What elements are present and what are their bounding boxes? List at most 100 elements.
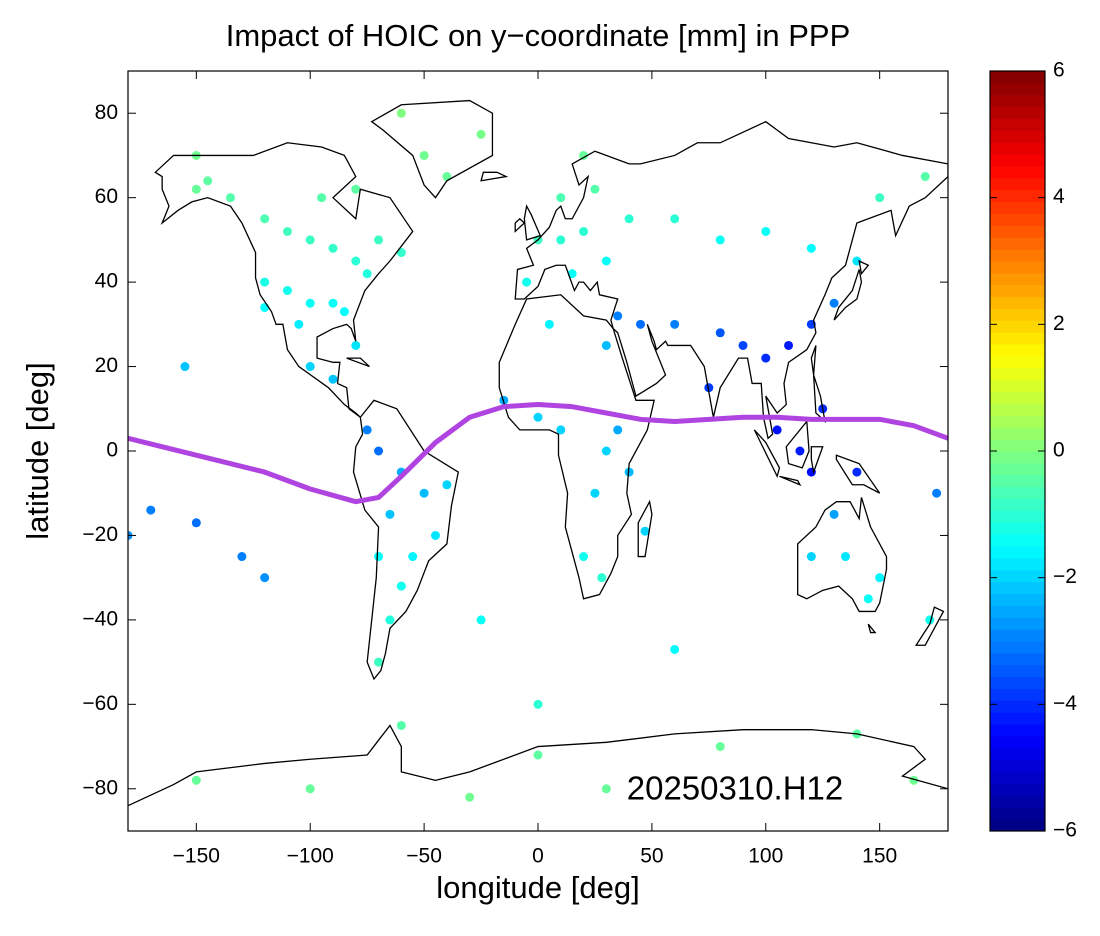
colorbar-swatch <box>990 177 1045 191</box>
colorbar-swatch <box>990 344 1045 357</box>
station-point <box>715 742 725 752</box>
colorbar-swatch <box>990 771 1045 784</box>
colorbar-swatch <box>990 712 1045 725</box>
colorbar-swatch <box>990 688 1045 701</box>
colorbar-swatch <box>990 367 1045 381</box>
station-point <box>841 552 850 562</box>
colorbar-swatch <box>990 593 1045 606</box>
y-tick-label: −20 <box>82 523 118 546</box>
station-point <box>226 193 235 203</box>
station-point <box>260 573 270 583</box>
station-point <box>795 446 805 456</box>
station-point <box>385 615 395 625</box>
station-point <box>613 425 623 435</box>
colorbar-swatch <box>990 225 1045 238</box>
station-point <box>875 193 885 203</box>
colorbar-swatch <box>990 546 1045 559</box>
colorbar-swatch <box>990 71 1045 84</box>
station-point <box>305 298 315 308</box>
y-tick-label: −80 <box>82 776 118 799</box>
colorbar-swatch <box>990 819 1045 832</box>
station-point <box>339 307 349 317</box>
colorbar-swatch <box>990 201 1045 214</box>
station-point <box>875 573 885 583</box>
coastline <box>499 295 654 599</box>
colorbar-swatch <box>990 795 1045 808</box>
station-point <box>385 509 395 519</box>
colorbar-swatch <box>990 724 1045 737</box>
y-tick-label: 80 <box>95 101 118 124</box>
dip-equator-line <box>128 402 948 505</box>
colorbar-swatch <box>990 296 1045 309</box>
stations <box>128 108 942 802</box>
station-point <box>738 340 748 350</box>
station-point <box>431 530 440 540</box>
station-point <box>601 446 611 456</box>
station-point <box>715 235 725 245</box>
colorbar-tick-label: 0 <box>1053 439 1065 462</box>
station-point <box>476 615 486 625</box>
x-tick-label: 50 <box>640 845 663 868</box>
station-point <box>670 319 680 329</box>
station-point <box>533 750 543 760</box>
colorbar-swatch <box>990 700 1045 713</box>
x-tick-label: −100 <box>287 845 334 868</box>
station-point <box>442 480 452 490</box>
station-point <box>852 467 862 477</box>
station-point <box>806 243 816 253</box>
colorbar-swatch <box>990 451 1045 464</box>
y-tick-label: 60 <box>95 185 118 208</box>
colorbar-swatch <box>990 534 1045 547</box>
colorbar-swatch <box>990 498 1045 511</box>
colorbar-swatch <box>990 118 1045 131</box>
station-point <box>761 353 771 363</box>
station-point <box>374 657 384 667</box>
station-point <box>601 256 611 266</box>
x-tick-label: 150 <box>862 845 897 868</box>
x-tick-label: −150 <box>173 845 220 868</box>
station-point <box>396 108 406 118</box>
station-point <box>237 552 247 562</box>
colorbar-swatch <box>990 249 1045 262</box>
station-point <box>579 150 589 160</box>
station-point <box>579 226 589 236</box>
station-point <box>556 193 566 203</box>
station-point <box>180 362 190 372</box>
station-point <box>351 340 361 350</box>
colorbar-swatch <box>990 415 1045 428</box>
colorbar-tick-label: 6 <box>1053 59 1065 82</box>
x-tick-label: 100 <box>748 845 783 868</box>
station-point <box>704 383 714 393</box>
station-point <box>396 720 406 730</box>
station-point <box>522 277 532 287</box>
colorbar-swatch <box>990 94 1045 108</box>
x-tick-label: −50 <box>406 845 442 868</box>
station-point <box>920 172 930 182</box>
station-point <box>932 488 942 498</box>
y-tick-label: 40 <box>95 270 118 293</box>
station-point <box>317 193 327 203</box>
colorbar-swatch <box>990 617 1045 630</box>
colorbar-swatch <box>990 522 1045 535</box>
station-point <box>351 256 361 266</box>
colorbar-swatch <box>990 189 1045 203</box>
station-point <box>829 509 839 519</box>
colorbar-swatch <box>990 403 1045 416</box>
y-axis-label: latitude [deg] <box>20 362 55 540</box>
colorbar-swatch <box>990 427 1045 440</box>
coastline <box>353 400 458 679</box>
station-point <box>806 552 816 562</box>
colorbar-swatch <box>990 272 1045 286</box>
colorbar-swatch <box>990 130 1045 143</box>
coastline <box>128 725 948 805</box>
station-point <box>670 214 680 224</box>
station-point <box>260 302 270 312</box>
colorbar-swatch <box>990 166 1045 179</box>
colorbar-tick-label: −2 <box>1053 565 1077 588</box>
station-point <box>362 425 372 435</box>
station-point <box>772 425 782 435</box>
station-point <box>328 243 338 253</box>
coastline <box>372 101 493 198</box>
station-point <box>146 505 156 515</box>
